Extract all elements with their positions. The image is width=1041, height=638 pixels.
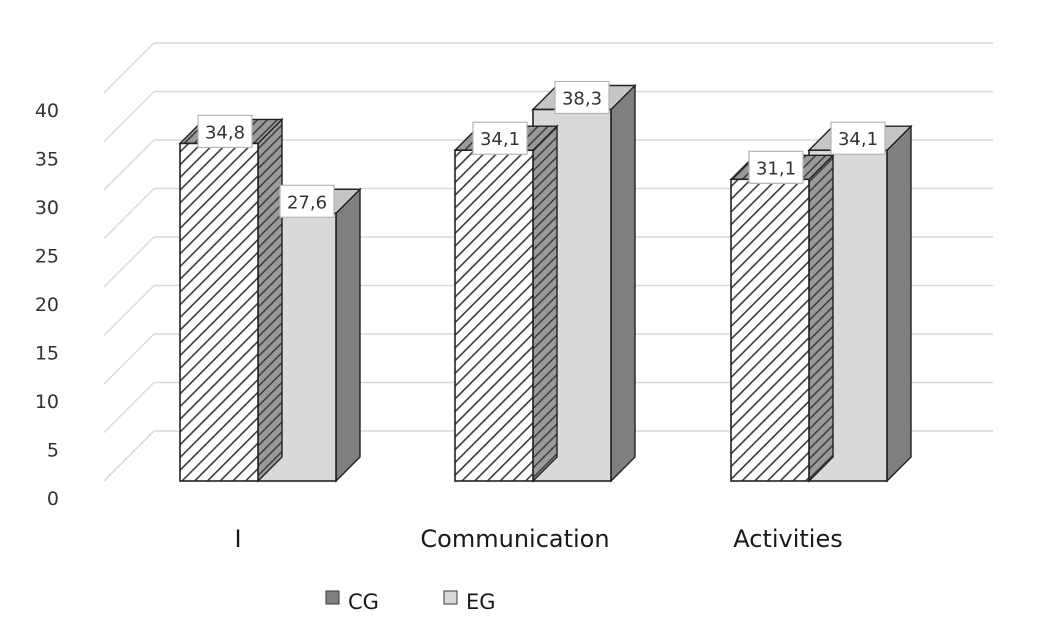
wall-gridline: [103, 333, 155, 385]
wall-gridline: [103, 90, 155, 143]
svg-text:31,1: 31,1: [756, 158, 796, 179]
y-tick-label: 20: [35, 294, 59, 316]
y-tick-label: 40: [35, 100, 59, 122]
y-axis: 0 5 10 15 20 25 30 35 40: [35, 100, 59, 510]
bar-cg: [729, 153, 835, 483]
floor-edge: [103, 430, 155, 482]
data-labels: 34,8 27,6 34,1 38,3 31,1 34,1: [197, 80, 886, 218]
legend-item: CG: [325, 590, 379, 614]
data-label-eg: 38,3: [554, 80, 610, 115]
data-label-eg: 34,1: [830, 121, 886, 155]
data-label-cg: 31,1: [748, 150, 804, 184]
data-label-cg: 34,1: [472, 121, 528, 155]
y-tick-label: 15: [35, 343, 59, 365]
svg-text:34,1: 34,1: [838, 129, 878, 150]
x-axis: I Communication Activities: [234, 525, 842, 553]
wall-gridline: [103, 381, 155, 434]
y-tick-label: 0: [47, 488, 59, 510]
y-tick-label: 35: [35, 149, 59, 171]
y-tick-label: 5: [47, 440, 59, 462]
wall-gridline: [103, 187, 155, 240]
y-tick-label: 25: [35, 246, 59, 268]
wall-gridline: [103, 42, 155, 94]
category-label: I: [234, 525, 241, 553]
legend-item: EG: [443, 590, 496, 614]
wall-gridline: [103, 139, 155, 191]
svg-text:27,6: 27,6: [287, 192, 327, 213]
y-tick-label: 30: [35, 197, 59, 219]
wall-gridline: [103, 284, 155, 337]
data-label-cg: 34,8: [197, 114, 253, 149]
legend: CG EG: [325, 590, 496, 614]
svg-text:38,3: 38,3: [562, 88, 602, 109]
data-label-eg: 27,6: [279, 184, 335, 218]
svg-text:EG: EG: [466, 590, 496, 614]
bars: [178, 83, 913, 483]
category-label: Communication: [420, 525, 609, 553]
svg-text:34,1: 34,1: [480, 129, 520, 150]
svg-text:CG: CG: [348, 590, 379, 614]
category-label: Activities: [733, 525, 843, 553]
bar-cg: [453, 124, 559, 483]
bar-cg: [178, 117, 284, 483]
svg-text:34,8: 34,8: [205, 122, 245, 143]
y-tick-label: 10: [35, 391, 59, 413]
wall-gridline: [103, 236, 155, 288]
